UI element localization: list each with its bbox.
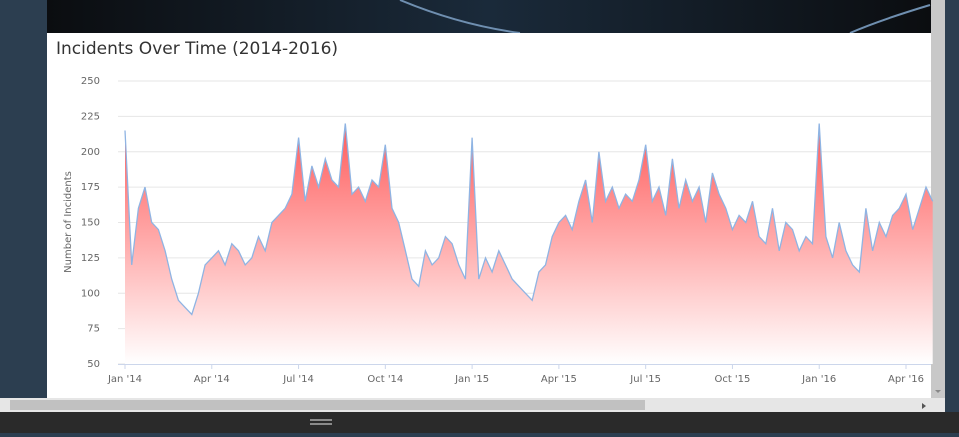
y-tick-label: 200	[81, 147, 100, 158]
x-tick-label: Apr '15	[541, 374, 577, 385]
line	[124, 123, 934, 316]
x-tick-label: Oct '15	[714, 374, 750, 385]
scroll-thumb[interactable]	[10, 400, 645, 410]
y-tick-label: 225	[81, 111, 100, 122]
bottom-bar	[0, 412, 959, 433]
y-tick-label: 175	[81, 182, 100, 193]
y-tick-label: 250	[81, 76, 100, 87]
y-tick-label: 100	[81, 288, 100, 299]
scroll-arrow[interactable]	[922, 403, 926, 409]
x-tick-label: Jan '16	[801, 374, 836, 385]
banner-arc	[849, 4, 931, 34]
x-tick-label: Oct '14	[367, 374, 403, 385]
x-tick-label: Jan '15	[454, 374, 489, 385]
x-tick-label: Apr '16	[888, 374, 924, 385]
y-axis-label: Number of Incidents	[63, 171, 74, 273]
y-tick-label: 75	[87, 324, 100, 335]
y-tick-label: 50	[87, 359, 100, 370]
y-tick-label: 150	[81, 218, 100, 229]
vertical-scrollbar[interactable]	[931, 0, 945, 398]
chart-title: Incidents Over Time (2014-2016)	[56, 39, 338, 59]
x-tick-label: Jan '14	[107, 374, 142, 385]
x-tick-label: Jul '14	[282, 374, 314, 385]
banner-arc	[399, 0, 521, 34]
scroll-arrow[interactable]	[935, 390, 941, 393]
x-tick-label: Jul '15	[629, 374, 661, 385]
area	[125, 123, 933, 364]
y-tick-label: 125	[81, 253, 100, 264]
x-tick-label: Apr '14	[194, 374, 230, 385]
